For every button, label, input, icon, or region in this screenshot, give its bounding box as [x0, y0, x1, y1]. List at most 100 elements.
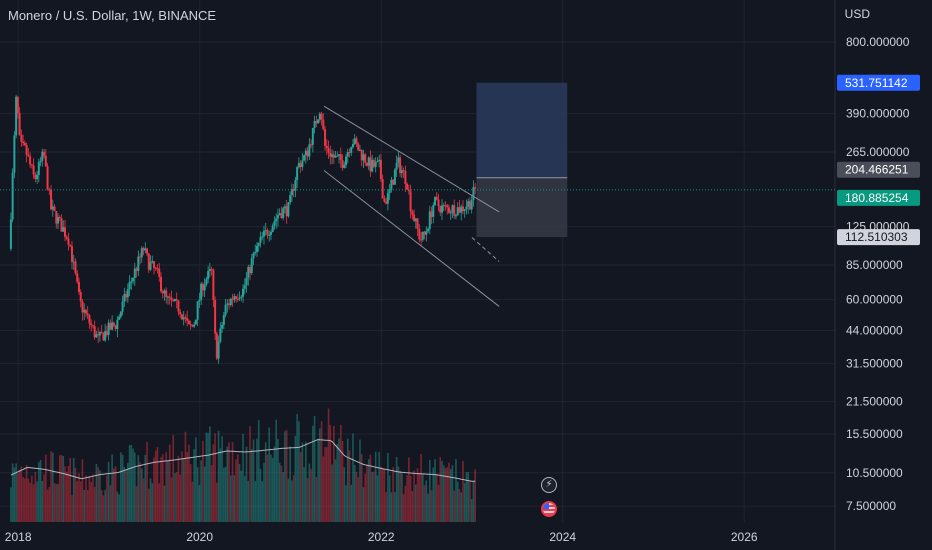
volume-bar [324, 447, 326, 522]
volume-bar [268, 427, 271, 522]
candle-body [339, 154, 342, 161]
volume-bar [422, 473, 424, 522]
volume-bar [394, 492, 396, 522]
volume-bar [60, 454, 63, 522]
volume-bar [415, 484, 417, 522]
candle-body [381, 179, 384, 199]
candle-body [240, 296, 243, 298]
volume-bar [132, 448, 134, 522]
candle-body [329, 152, 332, 157]
candle-body [153, 261, 156, 268]
price-label-text-target: 531.751142 [845, 76, 908, 90]
volume-bar [13, 467, 16, 522]
volume-bar [315, 476, 318, 522]
candle-body [67, 238, 70, 245]
us-flag-icon[interactable] [541, 501, 557, 517]
candle-body [149, 262, 152, 270]
volume-bar [451, 465, 454, 522]
candle-body [48, 189, 51, 191]
candle-body [27, 154, 30, 157]
volume-bar [336, 443, 339, 522]
volume-bar [97, 467, 99, 522]
volume-bar [320, 421, 323, 522]
volume-bar [339, 424, 342, 522]
candle-body [235, 296, 238, 299]
volume-bar [326, 447, 328, 522]
y-tick-label: 44.000000 [846, 323, 903, 337]
volume-bar [299, 452, 302, 522]
candle-body [262, 230, 265, 237]
volume-bar [432, 467, 435, 522]
volume-bar [223, 467, 225, 522]
candle-body [400, 170, 403, 174]
candle-body [133, 268, 136, 278]
candle-body [72, 261, 75, 263]
candle-body [44, 155, 47, 167]
volume-bar [85, 475, 87, 522]
candle-body [301, 160, 304, 168]
candle-body [198, 299, 201, 302]
volume-bar [111, 454, 113, 522]
candle-body [172, 299, 175, 302]
candle-body [418, 228, 421, 240]
candle-body [20, 134, 23, 142]
volume-bar [41, 480, 44, 522]
candle-body [282, 208, 285, 219]
volume-bar [296, 414, 298, 522]
candle-body [166, 296, 169, 298]
price-label-text-stop: 112.510303 [845, 230, 908, 244]
candle-body [411, 211, 414, 215]
volume-bar [86, 489, 89, 522]
volume-bar [18, 470, 21, 522]
candle-body [139, 256, 142, 258]
volume-bar [397, 466, 400, 522]
volume-bar [93, 486, 96, 522]
candle-body [186, 317, 189, 321]
volume-bar [345, 485, 347, 522]
volume-bar [27, 478, 30, 522]
volume-bar [291, 480, 293, 522]
candle-body [100, 331, 103, 334]
volume-bar [212, 444, 215, 522]
volume-bar [317, 438, 319, 522]
volume-bar [264, 442, 267, 522]
volume-bar [346, 438, 349, 522]
candle-body [121, 301, 124, 312]
candle-body [137, 256, 140, 271]
candle-body [43, 151, 46, 156]
candle-body [296, 167, 299, 181]
candle-body [203, 284, 206, 291]
volume-bar [257, 419, 260, 522]
volume-bar [465, 472, 468, 522]
volume-bar [455, 458, 457, 522]
volume-bar [31, 475, 33, 522]
candle-body [208, 269, 211, 271]
candle-body [454, 215, 457, 217]
volume-bar [191, 481, 194, 522]
currency-label[interactable]: USD [844, 7, 870, 21]
candle-body [447, 207, 450, 213]
volume-bar [435, 474, 438, 522]
volume-bar [198, 485, 201, 522]
candle-body [184, 317, 187, 319]
candle-body [224, 304, 227, 315]
volume-bar [319, 428, 321, 522]
candle-body [453, 205, 456, 216]
volume-bar [472, 480, 475, 522]
candle-body [259, 236, 262, 243]
volume-bar [151, 483, 154, 522]
y-tick-label: 15.500000 [846, 427, 903, 441]
candle-body [79, 292, 82, 302]
volume-bar [247, 480, 250, 522]
symbol-title[interactable]: Monero / U.S. Dollar, 1W, BINANCE [8, 8, 217, 23]
volume-bar [367, 459, 370, 522]
candle-body [140, 248, 143, 258]
candle-body [371, 160, 374, 172]
volume-bar [214, 433, 216, 522]
candle-body [372, 160, 375, 167]
volume-bar [298, 421, 300, 522]
volume-bar [175, 472, 178, 522]
flash-icon[interactable]: ⚡ [541, 477, 557, 493]
